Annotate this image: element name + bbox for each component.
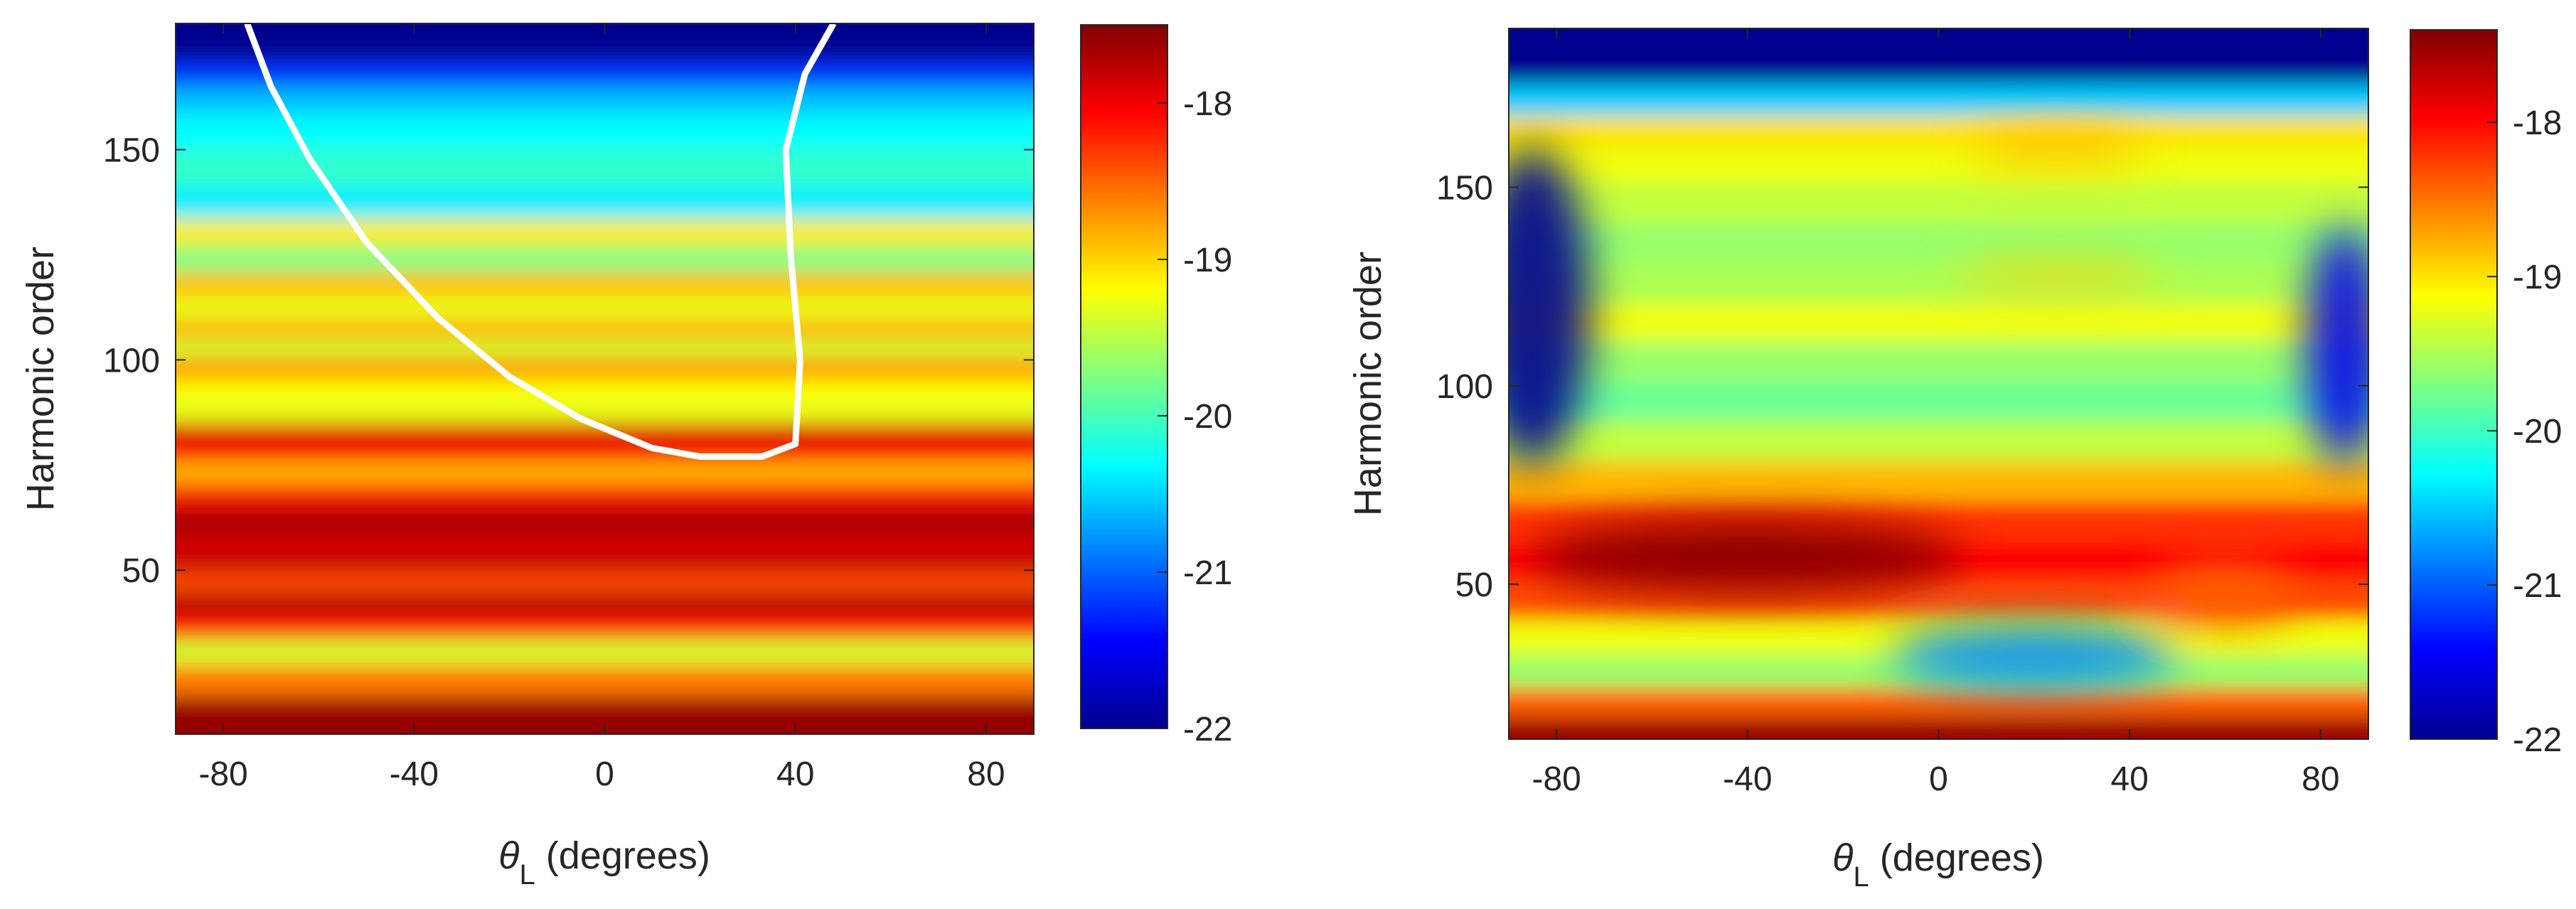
left-y-axis-label: Harmonic order [19,247,62,511]
right-heatmap [1509,28,2368,739]
heatmap-band [1509,147,2368,183]
colorbar-tick-label: -21 [1183,554,1232,592]
heatmap-band [176,498,1034,516]
heatmap-band [176,639,1034,665]
heatmap-band [176,532,1034,552]
colorbar-tick-label: -22 [2513,721,2562,759]
right-colorbar-ticks: -18 -19 -20 -21 -22 [2487,104,2562,759]
heatmap-spot [2153,560,2297,624]
right-panel: -80 -40 0 40 80 50 100 150 θL (degrees) Harmon… [1347,28,2562,893]
heatmap-band [176,443,1034,463]
left-colorbar: -18 -19 -20 -21 -22 [1080,24,1232,748]
heatmap-band [176,515,1034,532]
right-x-axis-label: θL (degrees) [1832,837,2044,893]
left-x-axis-label: θL (degrees) [498,834,710,891]
heatmap-band [1509,222,2368,263]
y-tick-label: 100 [103,342,160,380]
heatmap-band [176,61,1034,87]
heatmap-band [1509,687,2368,718]
colorbar-tick-label: -19 [1183,242,1232,279]
heatmap-band [176,665,1034,696]
x-tick-label: 80 [967,755,1005,793]
heatmap-band [176,572,1034,593]
heatmap-band [1509,84,2368,116]
y-tick-label: 150 [103,132,160,170]
heatmap-band [176,481,1034,499]
heatmap-band [176,219,1034,247]
right-y-axis: 50 100 150 [1436,169,2368,604]
left-y-axis: 50 100 150 [103,132,1034,590]
cutoff-curve [244,23,837,460]
left-colorbar-ticks: -18 -19 -20 -21 -22 [1158,85,1232,748]
heatmap-band [176,463,1034,482]
heatmap-band [176,551,1034,573]
y-tick-label: 150 [1436,169,1493,207]
y-tick-label: 100 [1436,368,1493,406]
heatmap-band [176,338,1034,358]
heatmap-spot [1532,520,1963,593]
y-tick-label: 50 [122,552,160,590]
colorbar-tick-label: -20 [2513,413,2562,451]
heatmap-band [1509,262,2368,303]
left-heatmap [176,23,1034,734]
x-tick-label: -80 [1532,760,1581,798]
y-tick-label: 50 [1455,566,1493,604]
left-panel: -80 -40 0 40 80 50 100 150 θL (degrees) Harmon… [19,23,1232,891]
heatmap-band [1509,421,2368,461]
heatmap-band [176,296,1034,321]
heatmap-band [176,246,1034,272]
heatmap-band [176,114,1034,150]
x-tick-label: -80 [198,755,247,793]
heatmap-spot [2306,227,2368,466]
heatmap-band [1509,461,2368,501]
heatmap-band [1509,115,2368,148]
heatmap-band [176,614,1034,640]
colorbar-tick-label: -21 [2513,567,2562,605]
heatmap-band [1509,302,2368,343]
heatmap-spot [1952,262,2164,287]
colorbar-tick-label: -19 [2513,259,2562,296]
colorbar-tick-label: -20 [1183,398,1232,436]
x-tick-label: 0 [1929,760,1948,798]
x-tick-label: 40 [2110,760,2148,798]
heatmap-spot [1972,131,2144,163]
left-x-axis: -80 -40 0 40 80 [198,23,1005,793]
heatmap-band [176,593,1034,615]
x-tick-label: -40 [390,755,439,793]
heatmap-band [176,86,1034,114]
heatmap-band [176,320,1034,339]
heatmap-band [176,271,1034,297]
right-colorbar: -18 -19 -20 -21 -22 [2410,29,2562,759]
right-heatmap-spots [1509,131,2368,688]
left-heatmap-bands [176,23,1034,734]
x-tick-label: 40 [776,755,814,793]
x-tick-label: -40 [1723,760,1772,798]
heatmap-band [176,357,1034,379]
right-y-axis-label: Harmonic order [1347,252,1389,516]
heatmap-band [176,399,1034,424]
colorbar-tick-label: -18 [1183,85,1232,123]
heatmap-band [176,149,1034,188]
right-x-axis: -80 -40 0 40 80 [1532,28,2340,798]
heatmap-spot [1891,623,2178,688]
heatmap-band [176,187,1034,220]
colorbar-tick-label: -22 [1183,711,1232,748]
heatmap-band [176,379,1034,400]
colorbar-tick-label: -18 [2513,104,2562,142]
heatmap-band [1509,382,2368,422]
heatmap-band [176,36,1034,62]
x-tick-label: 0 [595,755,614,793]
x-tick-label: 80 [2302,760,2339,798]
heatmap-band [1509,48,2368,85]
heatmap-band [1509,342,2368,382]
heatmap-band [1509,183,2368,223]
heatmap-spot [1509,147,1591,466]
